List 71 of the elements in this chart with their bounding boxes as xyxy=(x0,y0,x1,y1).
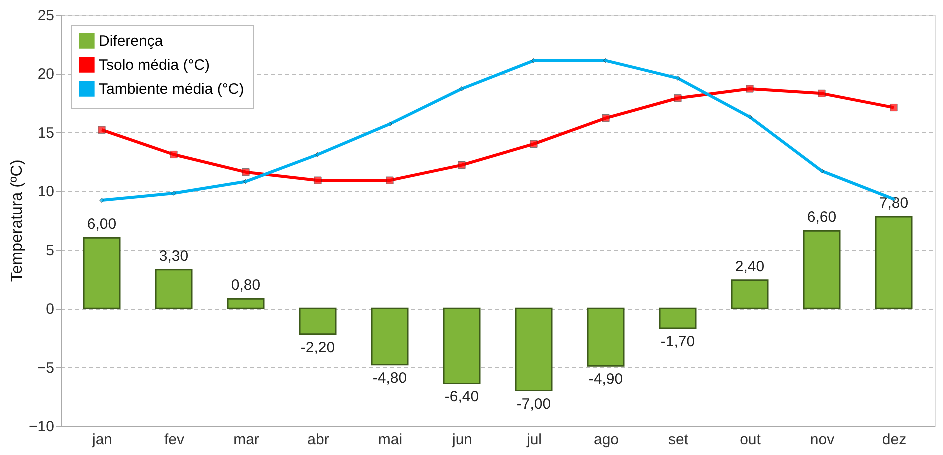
point xyxy=(100,198,104,204)
bar xyxy=(155,269,193,310)
x-tick-label: jun xyxy=(451,432,473,448)
legend-label: Diferença xyxy=(99,33,164,50)
point xyxy=(674,94,682,102)
point xyxy=(388,122,392,127)
point xyxy=(818,90,826,98)
data-label: 6,00 xyxy=(87,216,117,234)
y-tick-label: −10 xyxy=(29,418,54,436)
data-label: -4,90 xyxy=(588,371,624,388)
data-label: -1,70 xyxy=(660,334,696,351)
point xyxy=(458,162,466,170)
point xyxy=(316,152,320,158)
x-tick-label: abr xyxy=(308,432,330,448)
point xyxy=(244,179,248,184)
bar xyxy=(515,308,553,392)
bar xyxy=(875,216,913,310)
x-tick-label: dez xyxy=(882,432,907,448)
point xyxy=(820,168,824,174)
y-tick-label: 15 xyxy=(38,124,54,142)
legend-label: Tsolo média (°C) xyxy=(99,57,210,74)
data-label: 3,30 xyxy=(159,248,189,265)
x-tick-label: out xyxy=(740,432,762,448)
legend-label: Tambiente média (°C) xyxy=(99,81,244,98)
bar xyxy=(227,298,265,310)
y-tick-label: 10 xyxy=(38,184,54,201)
data-label: -6,40 xyxy=(444,388,480,406)
y-tick-label: 5 xyxy=(46,242,54,260)
data-label: 2,40 xyxy=(735,258,765,276)
point xyxy=(676,76,680,81)
bar xyxy=(443,308,481,384)
bar xyxy=(731,280,769,310)
y-tick-label: 20 xyxy=(38,66,54,84)
bar xyxy=(803,230,841,310)
point xyxy=(890,104,898,112)
bar xyxy=(587,308,625,367)
point xyxy=(460,86,464,92)
y-tick-label: 25 xyxy=(38,8,54,24)
data-label: -4,80 xyxy=(372,370,408,387)
point xyxy=(98,126,106,134)
x-tick-label: nov xyxy=(810,432,836,448)
point xyxy=(746,85,754,93)
point xyxy=(170,150,178,159)
bar xyxy=(371,308,409,366)
bar xyxy=(299,308,337,336)
bar xyxy=(659,308,697,330)
y-tick-label: 0 xyxy=(46,301,54,318)
x-tick-label: set xyxy=(668,432,690,448)
point xyxy=(604,58,608,64)
point xyxy=(532,58,536,64)
data-label: 6,60 xyxy=(807,209,837,226)
y-tick-label: −5 xyxy=(37,360,54,377)
x-tick-label: mai xyxy=(378,432,403,448)
point xyxy=(748,114,752,120)
data-label: -2,20 xyxy=(300,339,336,356)
data-label: -7,00 xyxy=(516,396,552,413)
x-tick-label: jan xyxy=(91,432,113,448)
point xyxy=(386,176,394,184)
bar xyxy=(83,237,121,310)
point xyxy=(172,191,176,196)
x-tick-label: fev xyxy=(164,432,185,448)
x-tick-label: jul xyxy=(526,432,542,448)
point xyxy=(602,114,610,122)
y-axis-title: Temperatura (ºC) xyxy=(9,160,26,282)
point xyxy=(530,140,538,148)
point xyxy=(242,168,250,176)
data-label: 0,80 xyxy=(231,277,261,294)
x-tick-label: ago xyxy=(594,432,620,448)
x-tick-label: mar xyxy=(234,432,260,448)
data-label: 7,80 xyxy=(879,194,909,212)
point xyxy=(314,176,322,184)
